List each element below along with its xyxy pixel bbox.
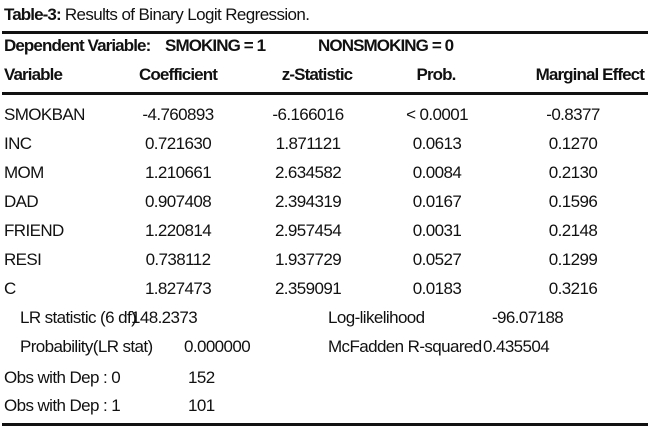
cell-marginal-effect: -0.8377 (546, 105, 600, 124)
cell-marginal-effect: 0.2148 (548, 221, 598, 240)
cell-z-statistic: 2.394319 (274, 192, 342, 211)
log-likelihood-value: -96.07188 (492, 308, 564, 327)
cell-marginal-effect: 0.3216 (548, 279, 598, 298)
cell-variable: DAD (4, 192, 39, 211)
cell-prob: 0.0031 (412, 221, 462, 240)
cell-coefficient: 1.210661 (144, 163, 212, 182)
obs-dep1-label: Obs with Dep : 1 (4, 396, 121, 415)
cell-marginal-effect: 0.1270 (548, 134, 598, 153)
cell-coefficient: 0.721630 (144, 134, 212, 153)
cell-prob: 0.0183 (412, 279, 462, 298)
header-prob: Prob. (416, 65, 457, 84)
cell-prob: 0.0167 (412, 192, 462, 211)
lr-statistic-label: LR statistic (6 df) (20, 308, 137, 327)
cell-marginal-effect: 0.1299 (548, 250, 598, 269)
dependent-nonsmoking: NONSMOKING = 0 (318, 36, 454, 55)
cell-z-statistic: 2.957454 (274, 221, 342, 240)
dependent-variable-label: Dependent Variable: (4, 36, 151, 55)
probability-lr-label: Probability(LR stat) (20, 337, 153, 356)
mcfadden-value: 0.435504 (483, 337, 550, 356)
obs-dep1-value: 101 (188, 396, 215, 415)
cell-variable: RESI (4, 250, 42, 269)
cell-prob: 0.0527 (412, 250, 462, 269)
log-likelihood-label: Log-likelihood (328, 308, 425, 327)
cell-variable: C (4, 279, 16, 298)
top-rule (2, 31, 648, 34)
caption-label: Table-3: (4, 5, 62, 24)
cell-z-statistic: 2.359091 (274, 279, 342, 298)
cell-coefficient: 0.907408 (144, 192, 212, 211)
header-marginal-effect: Marginal Effect (535, 65, 645, 84)
dependent-smoking: SMOKING = 1 (165, 36, 266, 55)
probability-lr-value: 0.000000 (184, 337, 251, 356)
cell-prob: < 0.0001 (406, 105, 468, 124)
cell-variable: FRIEND (4, 221, 64, 240)
cell-marginal-effect: 0.2130 (548, 163, 598, 182)
cell-coefficient: 0.738112 (145, 250, 211, 269)
bottom-rule (2, 423, 648, 426)
cell-z-statistic: 1.937729 (274, 250, 342, 269)
header-z-statistic: z-Statistic (281, 65, 353, 84)
cell-coefficient: 1.827473 (144, 279, 212, 298)
cell-variable: MOM (4, 163, 44, 182)
header-coefficient: Coefficient (139, 65, 218, 84)
cell-coefficient: 1.220814 (144, 221, 212, 240)
caption-text: Results of Binary Logit Regression. (64, 5, 310, 24)
table-caption: Table-3: Results of Binary Logit Regress… (4, 5, 310, 25)
obs-dep0-label: Obs with Dep : 0 (4, 368, 121, 387)
cell-variable: INC (4, 134, 32, 153)
cell-z-statistic: 1.871121 (275, 134, 341, 153)
cell-z-statistic: 2.634582 (274, 163, 342, 182)
header-variable: Variable (4, 65, 63, 84)
cell-marginal-effect: 0.1596 (548, 192, 598, 211)
obs-dep0-value: 152 (188, 368, 215, 387)
cell-prob: 0.0084 (412, 163, 462, 182)
cell-coefficient: -4.760893 (142, 105, 214, 124)
cell-z-statistic: -6.166016 (272, 105, 344, 124)
cell-prob: 0.0613 (412, 134, 462, 153)
mcfadden-label: McFadden R-squared (328, 337, 482, 356)
header-rule (2, 92, 648, 95)
cell-variable: SMOKBAN (4, 105, 85, 124)
lr-statistic-value: 148.2373 (131, 308, 198, 327)
